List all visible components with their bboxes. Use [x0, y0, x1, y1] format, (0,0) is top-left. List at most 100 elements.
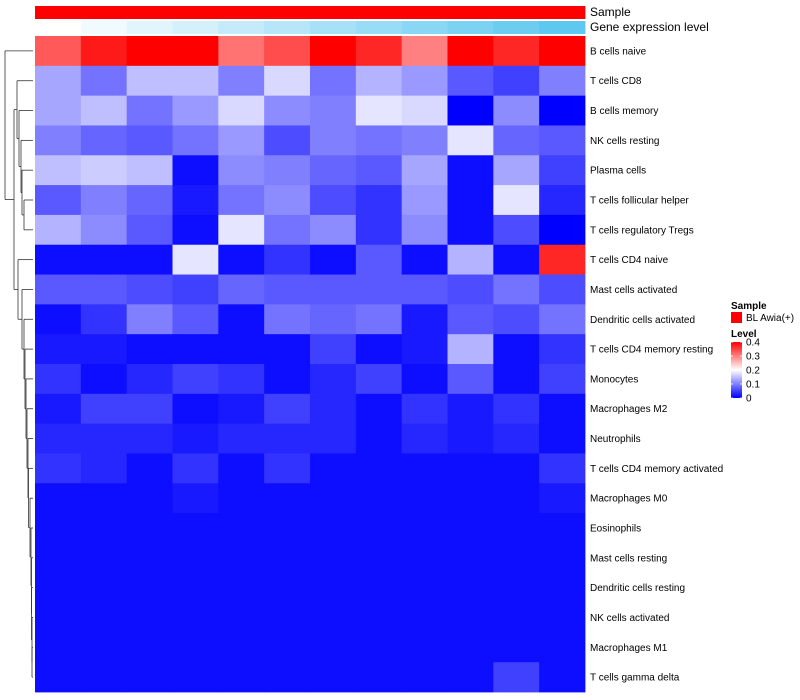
heatmap-cell — [35, 602, 82, 633]
heatmap-cell — [355, 214, 403, 246]
row-label: T cells regulatory Tregs — [590, 225, 694, 236]
heatmap-cell — [355, 572, 403, 603]
heatmap-cell — [539, 542, 586, 574]
heatmap-cell — [355, 95, 403, 126]
heatmap-cell — [355, 185, 403, 216]
heatmap-cell — [126, 65, 173, 97]
heatmap-cell — [126, 483, 173, 514]
heatmap-cell — [264, 274, 311, 305]
heatmap-cell — [401, 364, 448, 395]
legend-tick-label: 0 — [746, 394, 752, 405]
heatmap-cell — [310, 274, 357, 305]
heatmap-cell — [218, 214, 265, 246]
row-label: B cells memory — [590, 106, 658, 117]
sample-track-cell — [310, 6, 357, 19]
heatmap-cell — [310, 125, 357, 156]
heatmap-cell — [447, 364, 494, 395]
heatmap-cell — [539, 364, 586, 395]
heatmap-cell — [493, 393, 540, 425]
heatmap-cell — [401, 274, 448, 305]
heatmap-cell — [539, 214, 586, 246]
heatmap-cell — [35, 125, 82, 156]
heatmap-cell — [172, 364, 219, 395]
heatmap-cell — [264, 602, 311, 633]
heatmap-cell — [218, 662, 265, 693]
heatmap-cell — [264, 125, 311, 156]
expression-track-cell — [447, 21, 494, 34]
heatmap-cell — [80, 423, 128, 454]
heatmap-cell — [80, 155, 128, 186]
expression-track-cell — [401, 21, 448, 34]
heatmap-cell — [80, 453, 128, 484]
heatmap-cell — [401, 65, 448, 97]
heatmap-cell — [401, 155, 448, 186]
row-label: Mast cells activated — [590, 285, 677, 296]
heatmap-cell — [310, 364, 357, 395]
heatmap-cell — [310, 185, 357, 216]
heatmap-cell — [310, 334, 357, 365]
heatmap-cell — [126, 632, 173, 663]
heatmap-cell — [401, 244, 448, 275]
heatmap-cell — [539, 602, 586, 633]
heatmap-cell — [310, 36, 357, 67]
row-label: T cells CD4 memory activated — [590, 464, 723, 475]
heatmap-cell — [35, 393, 82, 425]
legend-level-title: Level — [731, 329, 757, 340]
heatmap-cell — [493, 155, 540, 186]
legend-sample-swatch — [731, 312, 742, 323]
heatmap-cell — [80, 572, 128, 603]
heatmap-cell — [539, 393, 586, 425]
heatmap-cell — [447, 632, 494, 663]
sample-track-cell — [35, 6, 82, 19]
heatmap-cell — [310, 453, 357, 484]
heatmap-cell — [355, 334, 403, 365]
row-label: Plasma cells — [590, 166, 646, 177]
heatmap-cell — [310, 423, 357, 454]
heatmap-cell — [126, 393, 173, 425]
heatmap-cell — [447, 274, 494, 305]
heatmap-cell — [447, 662, 494, 693]
sample-track-cell — [355, 6, 403, 19]
heatmap-cell — [35, 95, 82, 126]
heatmap-cell — [493, 125, 540, 156]
expression-track-cell — [35, 21, 82, 34]
heatmap-cell — [126, 214, 173, 246]
heatmap-cell — [80, 304, 128, 335]
heatmap-cell — [493, 364, 540, 395]
heatmap-cell — [172, 662, 219, 693]
heatmap-cell — [264, 662, 311, 693]
row-label: T cells follicular helper — [590, 196, 689, 207]
heatmap-cell — [218, 632, 265, 663]
heatmap-cell — [172, 304, 219, 335]
row-label: Macrophages M0 — [590, 494, 668, 505]
expression-track-cell — [355, 21, 403, 34]
row-label: T cells CD8 — [590, 76, 642, 87]
expression-track-cell — [218, 21, 265, 34]
heatmap-cell — [493, 214, 540, 246]
row-label: Monocytes — [590, 374, 638, 385]
row-label: NK cells resting — [590, 136, 659, 147]
heatmap-cell — [126, 423, 173, 454]
heatmap-cell — [172, 513, 219, 544]
heatmap-cell — [218, 36, 265, 67]
heatmap-cell — [218, 572, 265, 603]
heatmap-cell — [172, 334, 219, 365]
sample-track-cell — [218, 6, 265, 19]
heatmap-cell — [539, 513, 586, 544]
legend-tick-label: 0.1 — [746, 380, 760, 391]
heatmap-cell — [80, 483, 128, 514]
heatmap-cell — [264, 542, 311, 574]
heatmap-cell — [447, 602, 494, 633]
heatmap-cell — [493, 513, 540, 544]
legend-tick-label: 0.2 — [746, 366, 760, 377]
heatmap-cell — [355, 602, 403, 633]
heatmap-cell — [80, 662, 128, 693]
heatmap-cell — [310, 214, 357, 246]
heatmap-cell — [172, 36, 219, 67]
heatmap-cell — [310, 513, 357, 544]
heatmap-cell — [35, 662, 82, 693]
heatmap-cell — [264, 95, 311, 126]
heatmap-cell — [401, 572, 448, 603]
heatmap-cell — [126, 125, 173, 156]
heatmap-cell — [126, 36, 173, 67]
